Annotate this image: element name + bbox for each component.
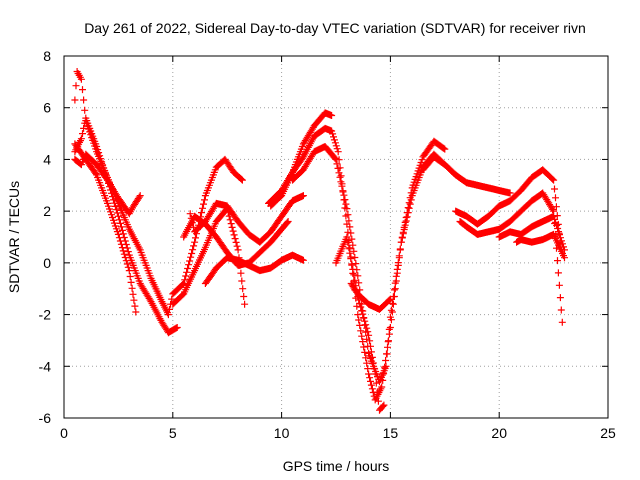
series-trace-18 [513, 230, 568, 262]
y-tick-label: 4 [43, 151, 51, 167]
point-markers-trace-18 [513, 230, 568, 262]
series-trace-17 [495, 212, 568, 254]
x-tick-label: 10 [274, 425, 290, 441]
y-axis-label: SDTVAR / TECUs [6, 181, 22, 293]
y-tick-label: 0 [43, 255, 51, 271]
point-markers-trace-7 [186, 192, 307, 246]
y-tick-label: -4 [39, 358, 52, 374]
series-trace-8 [201, 251, 307, 287]
x-tick-label: 15 [383, 425, 399, 441]
chart-title: Day 261 of 2022, Sidereal Day-to-day VTE… [84, 20, 586, 36]
y-tick-label: -2 [39, 307, 52, 323]
series-trace-4 [71, 140, 140, 316]
point-markers-trace-17 [495, 212, 568, 254]
y-tick-label: 6 [43, 100, 51, 116]
point-markers-trace-13 [347, 280, 394, 313]
series-trace-14 [419, 153, 514, 197]
point-markers-trace-4 [71, 140, 140, 316]
point-markers-trace-8 [201, 251, 307, 287]
point-markers-trace-16 [456, 189, 566, 326]
axis-ticks: 0 5 10 15 20 25 -6 -4 -2 0 2 4 6 8 [39, 48, 616, 441]
x-tick-label: 0 [60, 425, 68, 441]
y-tick-label: -6 [39, 410, 52, 426]
point-markers-trace-14 [419, 153, 514, 197]
series-trace-16 [456, 189, 566, 326]
x-axis-label: GPS time / hours [283, 458, 390, 474]
point-markers-trace-3 [71, 150, 144, 218]
point-markers-trace-15 [452, 166, 564, 246]
data-points [71, 68, 568, 414]
series-trace-13 [347, 280, 394, 313]
point-markers-trace-5 [169, 205, 249, 308]
series-trace-15 [452, 166, 564, 246]
y-tick-label: 2 [43, 203, 51, 219]
x-tick-label: 25 [600, 425, 616, 441]
series-trace-7 [186, 192, 307, 246]
x-tick-label: 5 [169, 425, 177, 441]
series-trace-3 [71, 150, 144, 218]
x-tick-label: 20 [491, 425, 507, 441]
plot-frame [63, 55, 609, 419]
y-tick-label: 8 [43, 48, 51, 64]
series-trace-5 [169, 205, 249, 308]
